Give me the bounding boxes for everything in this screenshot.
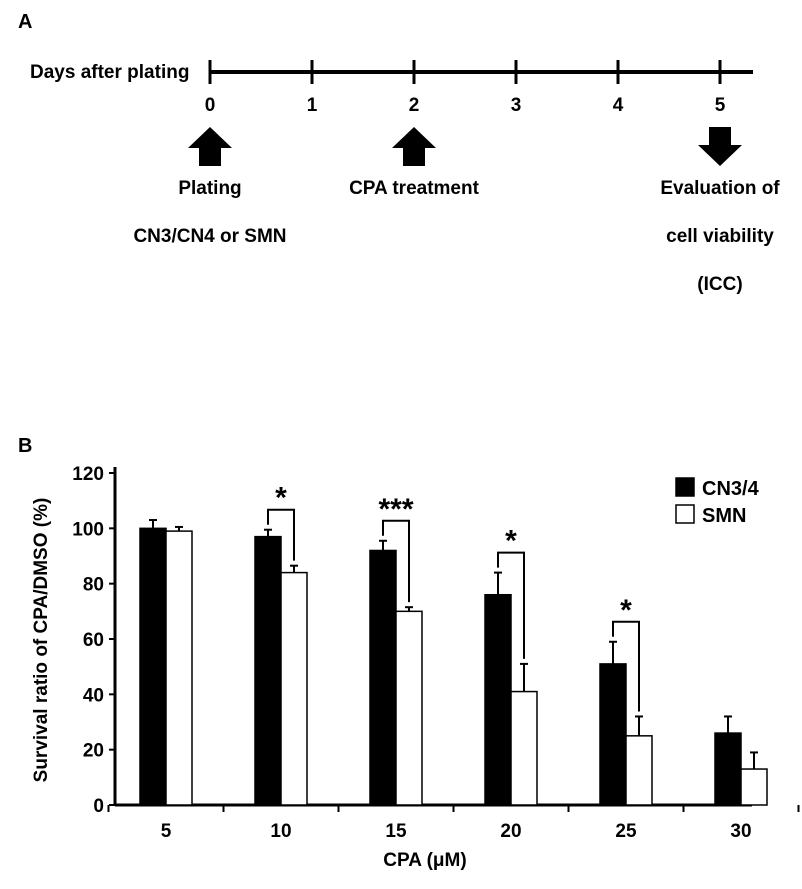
- x-tick-label: 15: [385, 821, 407, 842]
- legend: CN3/4 SMN: [675, 477, 760, 527]
- bar-cn3-4-25: [599, 663, 627, 806]
- legend-label: CN3/4: [702, 478, 760, 500]
- y-tick-label: 60: [83, 630, 104, 651]
- timeline-ticks: 0 1 2 3 4 5: [205, 60, 726, 116]
- timeline-day-label: 1: [307, 95, 318, 116]
- panel-a-label: A: [18, 11, 32, 33]
- panel-a-timeline: A Days after plating 0 1 2 3 4 5 Plating CN3/C…: [18, 11, 780, 295]
- panel-b-label: B: [18, 435, 32, 457]
- y-tick-label: 80: [83, 575, 104, 596]
- bar-cn3-4-30: [714, 732, 742, 806]
- timeline-event-text: Plating: [178, 178, 241, 199]
- timeline-day-label: 4: [613, 95, 624, 116]
- x-tick-label: 5: [161, 821, 172, 842]
- timeline-event-text: CN3/CN4 or SMN: [133, 226, 286, 247]
- x-tick-label: 10: [270, 821, 291, 842]
- timeline-day-label: 0: [205, 95, 216, 116]
- bar-smn-10: [280, 571, 308, 806]
- significance-bracket: [382, 519, 410, 603]
- bar-smn-5: [165, 530, 193, 806]
- x-axis-ticks: 5 10 15 20 25 30: [107, 805, 800, 842]
- x-tick-label: 25: [615, 821, 637, 842]
- significance-marker: ***: [378, 493, 413, 526]
- timeline-events: Plating CN3/CN4 or SMN CPA treatment Evalua…: [133, 127, 780, 295]
- timeline-event-text: cell viability: [666, 226, 774, 247]
- x-axis-label: CPA (μM): [383, 850, 466, 871]
- bar-smn-30: [740, 768, 768, 806]
- bars: [139, 519, 768, 806]
- arrow-up-icon: [188, 127, 232, 166]
- significance-bracket: [497, 551, 525, 659]
- y-axis-label: Survival ratio of CPA/DMSO (%): [31, 498, 52, 783]
- y-tick-label: 0: [93, 796, 104, 817]
- bar-cn3-4-20: [484, 593, 512, 806]
- bar-smn-15: [395, 610, 423, 806]
- significance-brackets: * *****: [267, 482, 640, 712]
- timeline-day-label: 3: [511, 95, 522, 116]
- timeline-day-label: 2: [409, 95, 420, 116]
- significance-marker: *: [275, 482, 287, 515]
- bar-cn3-4-10: [254, 535, 282, 806]
- legend-swatch: [675, 504, 695, 524]
- y-tick-label: 20: [83, 741, 104, 762]
- timeline-event-text: CPA treatment: [349, 178, 480, 199]
- significance-bracket: [612, 620, 640, 712]
- bar-smn-20: [510, 690, 538, 806]
- y-tick-label: 120: [72, 464, 104, 485]
- legend-swatch: [675, 477, 695, 497]
- significance-bracket: [267, 508, 295, 561]
- y-tick-label: 100: [72, 519, 104, 540]
- x-tick-label: 20: [500, 821, 521, 842]
- significance-marker: *: [620, 594, 632, 627]
- arrow-up-icon: [392, 127, 436, 166]
- timeline-title: Days after plating: [30, 62, 189, 83]
- bar-cn3-4-15: [369, 549, 397, 806]
- y-tick-label: 40: [83, 685, 104, 706]
- significance-marker: *: [505, 525, 517, 558]
- timeline-event-text: (ICC): [697, 274, 742, 295]
- timeline-event-text: Evaluation of: [660, 178, 780, 199]
- x-tick-label: 30: [730, 821, 751, 842]
- y-axis-ticks: 0 20 40 60 80 100 120: [72, 464, 115, 817]
- arrow-down-icon: [698, 127, 742, 166]
- timeline-day-label: 5: [715, 95, 726, 116]
- bar-cn3-4-5: [139, 527, 167, 806]
- legend-label: SMN: [702, 505, 746, 527]
- bar-smn-25: [625, 735, 653, 806]
